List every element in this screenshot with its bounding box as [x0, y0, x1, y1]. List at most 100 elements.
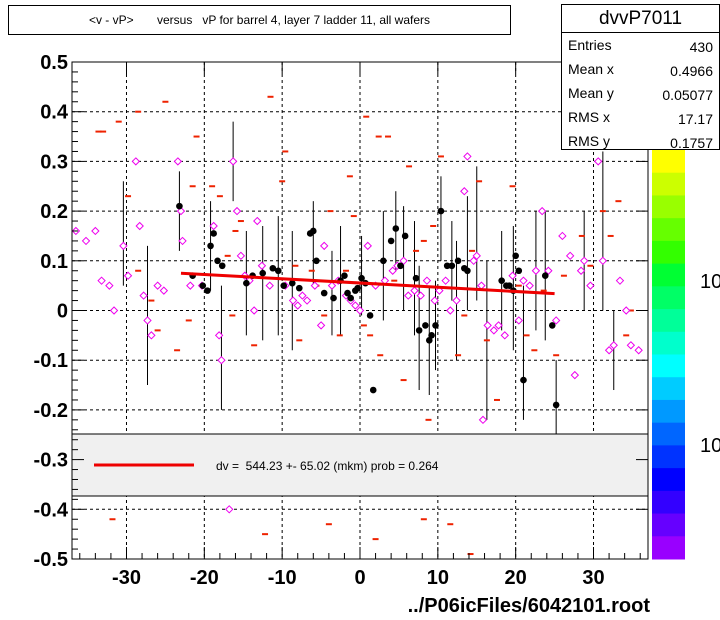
stats-title: dvvP7011: [562, 8, 719, 33]
y-tick-label: 0.3: [40, 151, 68, 173]
magenta-point: [265, 281, 274, 290]
magenta-point: [316, 321, 326, 330]
stat-value: 0.4966: [670, 63, 713, 79]
black-point: [280, 282, 288, 289]
black-point: [498, 277, 505, 284]
stat-row-rms-y: RMS y 0.1757: [568, 129, 713, 153]
y-tick-label: -0.5: [34, 549, 68, 571]
y-tick-label: -0.3: [34, 450, 68, 472]
magenta-point: [327, 281, 337, 290]
colorbar-segment: [652, 218, 685, 242]
black-point: [425, 337, 433, 344]
stat-row-entries: Entries 430: [568, 33, 713, 57]
magenta-point: [217, 355, 226, 365]
magenta-point: [586, 281, 595, 290]
black-point: [204, 287, 211, 294]
black-point: [313, 257, 320, 265]
magenta-point: [579, 256, 589, 266]
black-point: [274, 267, 282, 275]
magenta-point: [626, 341, 636, 350]
black-point: [309, 227, 317, 235]
magenta-point: [508, 271, 517, 280]
x-tick-label: 10: [427, 567, 449, 589]
black-point: [344, 289, 351, 297]
black-point: [347, 294, 354, 302]
y-tick-label: 0.1: [40, 251, 68, 273]
magenta-point: [399, 256, 408, 266]
stat-value: 0.1757: [670, 135, 713, 151]
magenta-point: [143, 316, 152, 325]
stat-row-rms-x: RMS x 17.17: [568, 105, 713, 129]
x-tick-label: 20: [505, 567, 527, 589]
magenta-point: [147, 331, 156, 340]
colorbar-label-upper: 10: [700, 271, 720, 293]
black-point: [259, 269, 267, 277]
magenta-point: [135, 221, 144, 231]
magenta-point: [293, 301, 302, 310]
magenta-point: [489, 326, 499, 335]
magenta-point: [460, 187, 469, 196]
error-bars: [122, 121, 615, 470]
colorbar-segment: [652, 263, 685, 287]
magenta-point: [236, 251, 246, 261]
magenta-point: [404, 291, 413, 300]
stat-row-mean-x: Mean x 0.4966: [568, 57, 713, 81]
chart-title: <v - vP> versus vP for barrel 4, layer 7…: [88, 13, 431, 27]
stat-value: 0.05077: [662, 87, 713, 103]
black-point: [330, 294, 337, 302]
magenta-point: [105, 281, 114, 290]
black-point: [464, 267, 471, 275]
x-tick-label: 0: [354, 567, 365, 589]
magenta-point: [593, 157, 603, 166]
colorbar-segment: [652, 354, 685, 378]
colorbar-segment: [652, 150, 685, 174]
magenta-point: [609, 341, 618, 350]
stat-key: Mean y: [568, 85, 614, 101]
colorbar-segment: [652, 309, 685, 333]
black-point: [437, 207, 445, 215]
magenta-point: [576, 266, 586, 275]
magenta-point: [615, 276, 625, 285]
magenta-point: [119, 241, 128, 251]
black-point: [428, 332, 435, 339]
magenta-point: [410, 286, 419, 295]
magenta-point: [131, 157, 141, 166]
colorbar-segment: [652, 286, 685, 310]
black-point: [295, 284, 303, 292]
magenta-point: [319, 241, 329, 251]
magenta-point: [388, 266, 397, 275]
black-point: [512, 252, 519, 260]
magenta-point: [363, 241, 372, 251]
magenta-point: [537, 206, 547, 216]
magenta-point: [531, 266, 541, 275]
black-point: [218, 262, 226, 270]
colorbar-segment: [652, 240, 685, 265]
magenta-point: [598, 256, 608, 266]
file-path-label: ../P06icFiles/6042101.root: [407, 595, 650, 617]
magenta-point: [422, 276, 432, 285]
stat-value: 430: [689, 39, 713, 55]
black-point: [320, 289, 328, 297]
black-point: [448, 262, 456, 270]
stat-value: 17.17: [677, 111, 713, 127]
stat-row-mean-y: Mean y 0.05077: [568, 81, 713, 105]
black-point: [341, 272, 348, 280]
stat-key: Entries: [568, 37, 612, 53]
magenta-point: [186, 281, 195, 290]
magenta-point: [253, 216, 262, 226]
colorbar-segment: [652, 331, 685, 355]
black-point: [207, 242, 214, 250]
black-point: [387, 237, 395, 245]
colorbar-segment: [652, 468, 685, 492]
black-point: [443, 262, 451, 270]
x-tick-label: 30: [582, 567, 604, 589]
colorbar-segment: [652, 195, 685, 219]
magenta-point: [209, 221, 218, 231]
magenta-point: [302, 296, 312, 305]
black-point: [288, 279, 296, 287]
colorbar-segment: [652, 513, 685, 537]
black-point: [415, 327, 423, 334]
black-point: [358, 274, 365, 282]
magenta-point: [604, 346, 614, 355]
